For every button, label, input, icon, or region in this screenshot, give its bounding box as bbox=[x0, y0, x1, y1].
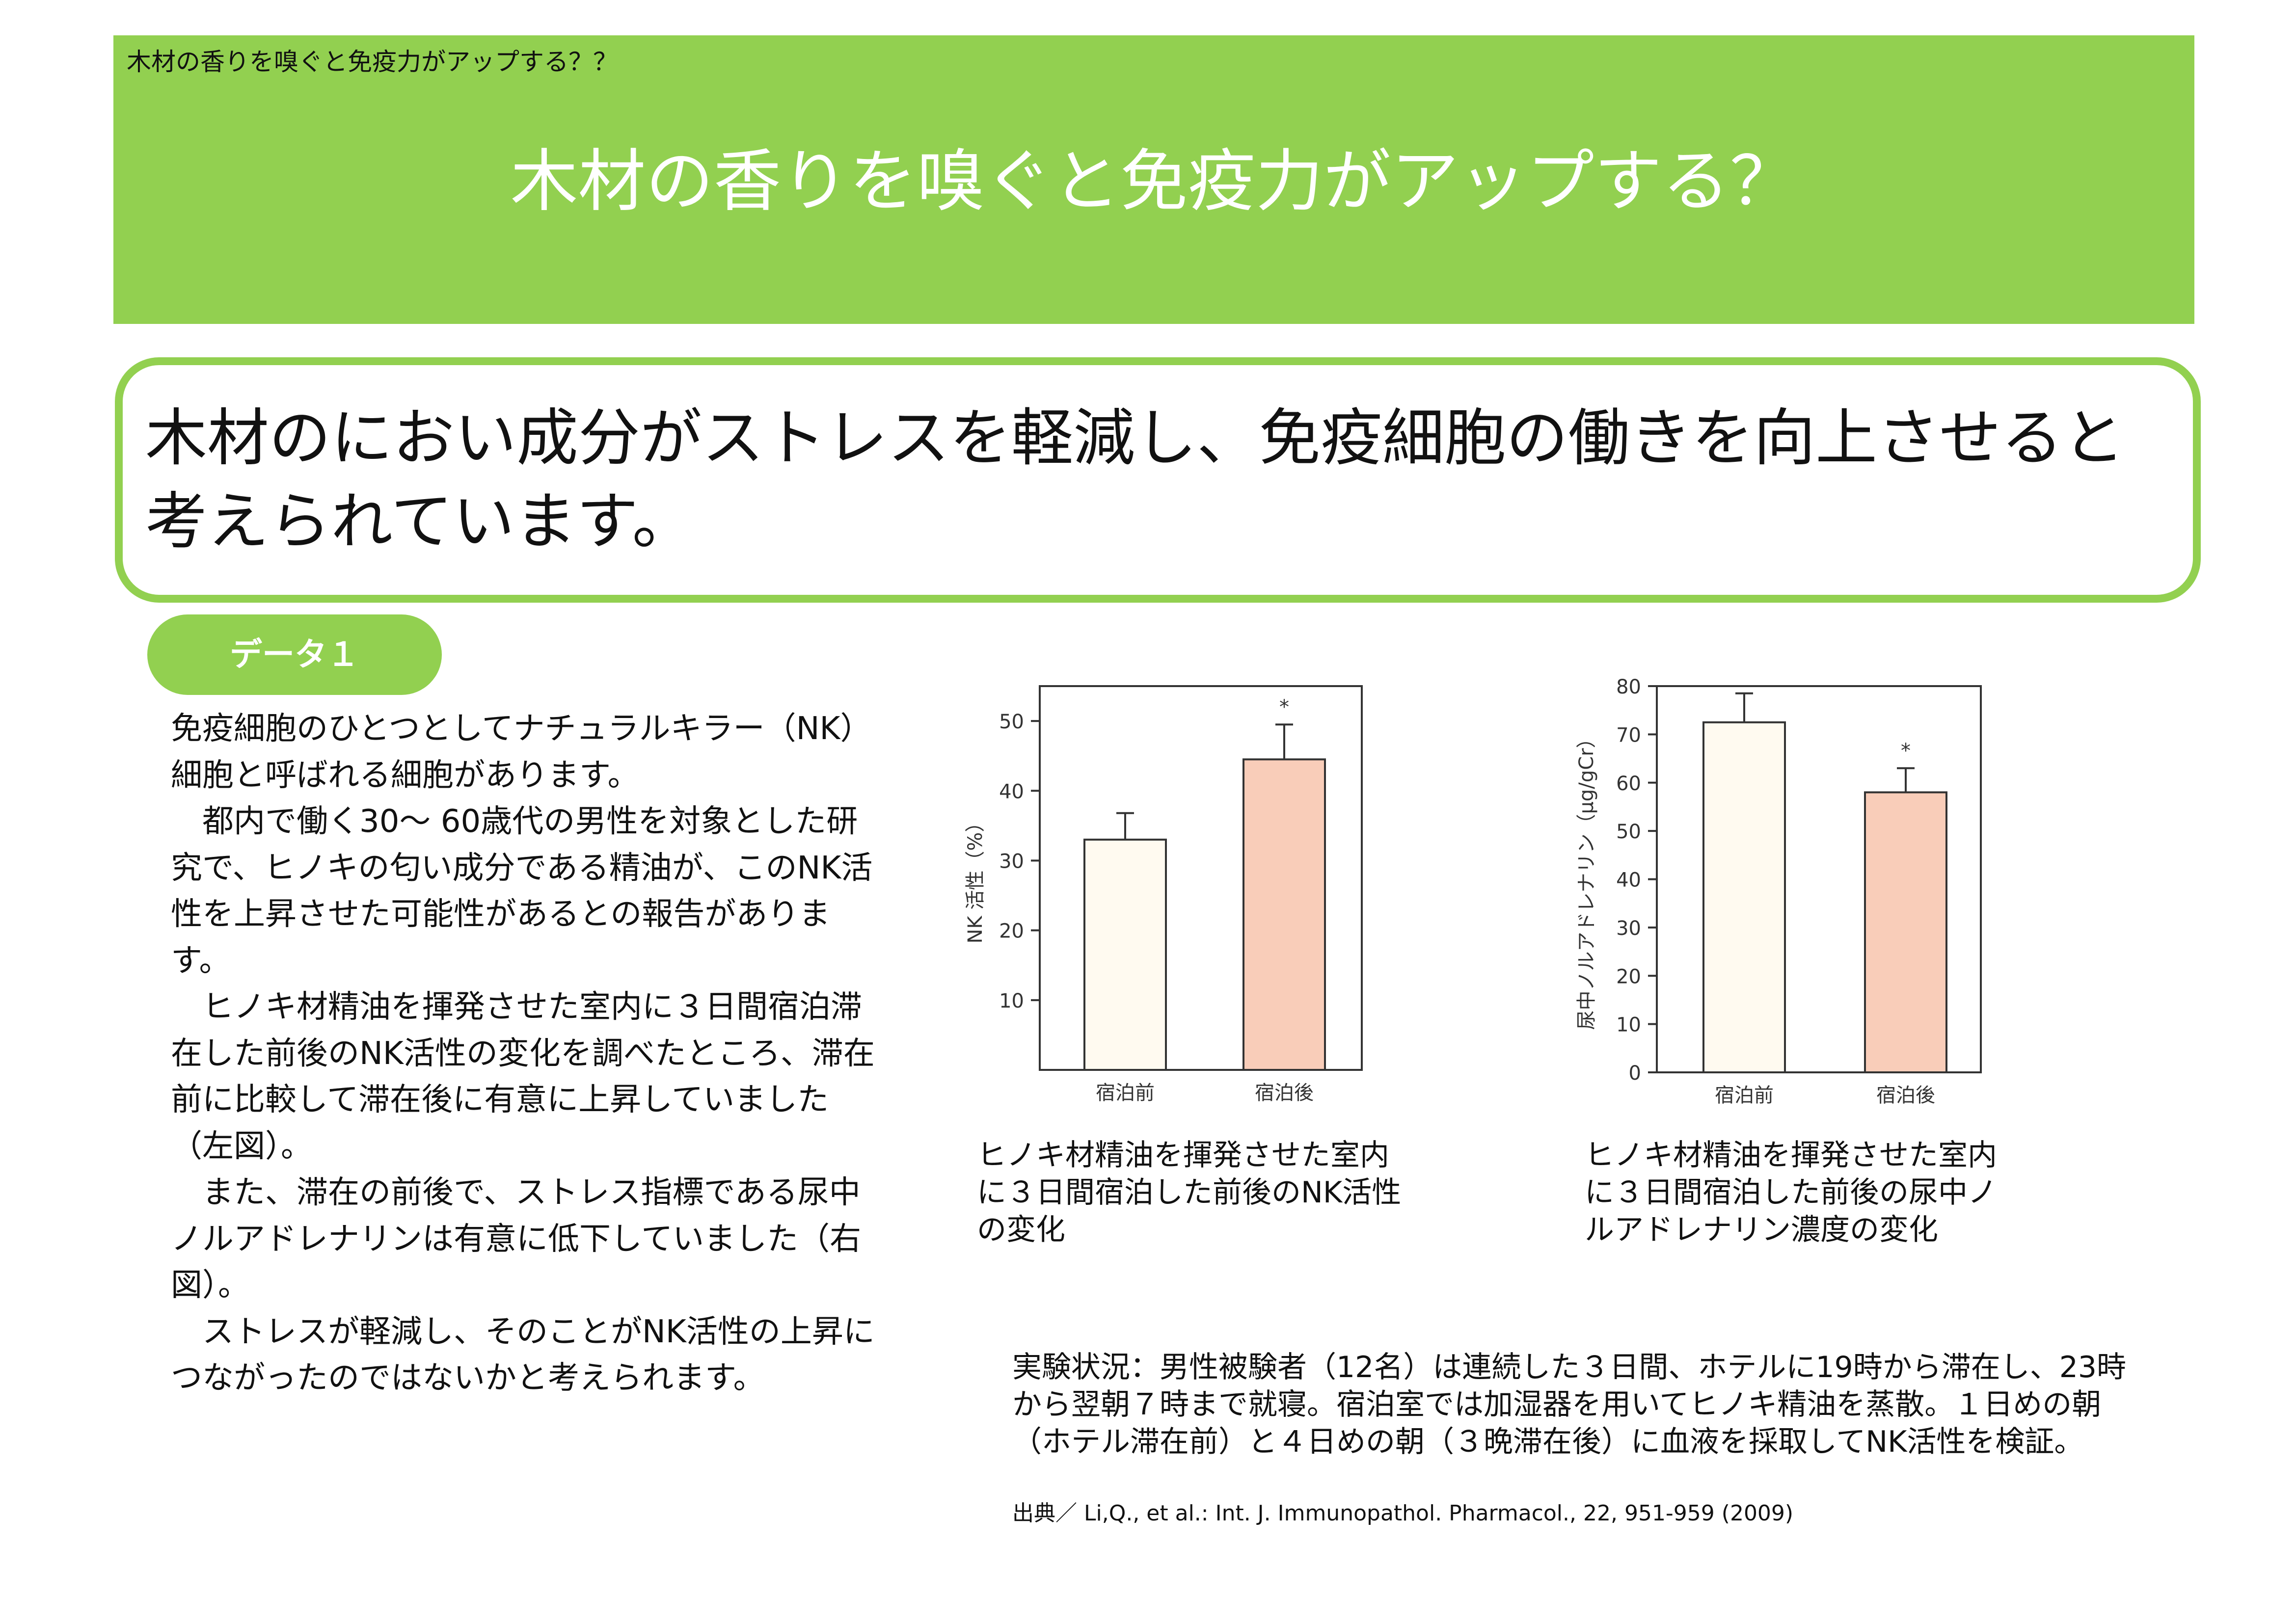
header-band bbox=[113, 35, 2194, 324]
bar bbox=[1243, 758, 1326, 1071]
headline-box bbox=[115, 357, 2201, 603]
y-tick-label: 50 bbox=[1616, 821, 1641, 843]
x-category-label: 宿泊後 bbox=[1876, 1084, 1935, 1107]
y-tick-label: 50 bbox=[999, 711, 1024, 733]
significance-mark: * bbox=[1279, 696, 1289, 718]
bar bbox=[1864, 791, 1947, 1074]
y-tick-label: 30 bbox=[999, 850, 1024, 873]
headline-text: 木材のにおい成分がストレスを軽減し、免疫細胞の働きを向上させると考えられています… bbox=[145, 402, 2125, 558]
body-text: 免疫細胞のひとつとしてナチュラルキラー（NK）細胞と呼ばれる細胞があります。 都… bbox=[171, 706, 878, 1402]
y-tick-label: 20 bbox=[999, 920, 1024, 943]
y-tick-label: 80 bbox=[1616, 676, 1641, 698]
source-citation: 出典／ Li,Q., et al.: Int. J. Immunopathol.… bbox=[1012, 1501, 1794, 1526]
body-paragraph: また、滞在の前後で、ストレス指標である尿中ノルアドレナリンは有意に低下していまし… bbox=[171, 1174, 862, 1304]
y-axis-label: 尿中ノルアドレナリン（μg/gCr） bbox=[1575, 728, 1598, 1030]
experiment-note: 実験状況：男性被験者（12名）は連続した３日間、ホテルに19時から滞在し、23時… bbox=[1012, 1350, 2127, 1459]
header-small-title: 木材の香りを嗅ぐと免疫力がアップする？？ bbox=[127, 48, 618, 76]
nk-chart-caption: ヒノキ材精油を揮発させた室内に３日間宿泊した前後のNK活性の変化 bbox=[977, 1138, 1402, 1247]
y-tick-label: 40 bbox=[1616, 869, 1641, 892]
y-axis-label: NK 活性（%） bbox=[964, 813, 987, 944]
body-paragraph: 免疫細胞のひとつとしてナチュラルキラー（NK）細胞と呼ばれる細胞があります。 bbox=[171, 711, 872, 794]
y-tick-label: 0 bbox=[1629, 1062, 1641, 1085]
y-tick-label: 10 bbox=[1616, 1014, 1641, 1037]
noradrenaline-chart-caption: ヒノキ材精油を揮発させた室内に３日間宿泊した前後の尿中ノルアドレナリン濃度の変化 bbox=[1585, 1138, 1997, 1247]
bar bbox=[1702, 721, 1786, 1073]
nk-activity-chart-svg: 10 20 30 40 50 NK 活性（%） 宿泊前 * 宿泊後 bbox=[964, 685, 1363, 1104]
noradrenaline-chart: 0 10 20 30 40 50 60 70 80 尿中ノルアドレナリン（μg/gCr） 宿泊前 * 宿… bbox=[1573, 672, 2015, 1114]
x-category-label: 宿泊前 bbox=[1096, 1082, 1155, 1104]
significance-mark: * bbox=[1901, 740, 1911, 762]
data-badge: データ１ bbox=[147, 614, 442, 695]
y-tick-label: 30 bbox=[1616, 917, 1641, 940]
x-category-label: 宿泊後 bbox=[1255, 1082, 1314, 1104]
body-paragraph: 都内で働く30～ 60歳代の男性を対象とした研究で、ヒノキの匂い成分である精油が… bbox=[171, 803, 873, 979]
y-tick-label: 60 bbox=[1616, 772, 1641, 795]
page-title: 木材の香りを嗅ぐと免疫力がアップする？ bbox=[510, 142, 1798, 221]
bar bbox=[1083, 838, 1167, 1071]
y-tick-label: 40 bbox=[999, 780, 1024, 803]
x-category-label: 宿泊前 bbox=[1715, 1084, 1774, 1107]
body-paragraph: ヒノキ材精油を揮発させた室内に３日間宿泊滞在した前後のNK活性の変化を調べたとこ… bbox=[171, 989, 875, 1165]
plot-frame bbox=[1039, 685, 1363, 1071]
body-paragraph: ストレスが軽減し、そのことがNK活性の上昇につながったのではないかと考えられます… bbox=[171, 1313, 875, 1397]
y-tick-label: 20 bbox=[1616, 965, 1641, 988]
y-tick-label: 70 bbox=[1616, 724, 1641, 746]
nk-activity-chart: 10 20 30 40 50 NK 活性（%） 宿泊前 * 宿泊後 bbox=[962, 672, 1404, 1114]
noradrenaline-chart-svg: 0 10 20 30 40 50 60 70 80 尿中ノルアドレナリン（μg/gCr） 宿泊前 * 宿… bbox=[1575, 676, 1982, 1107]
y-tick-label: 10 bbox=[999, 990, 1024, 1012]
